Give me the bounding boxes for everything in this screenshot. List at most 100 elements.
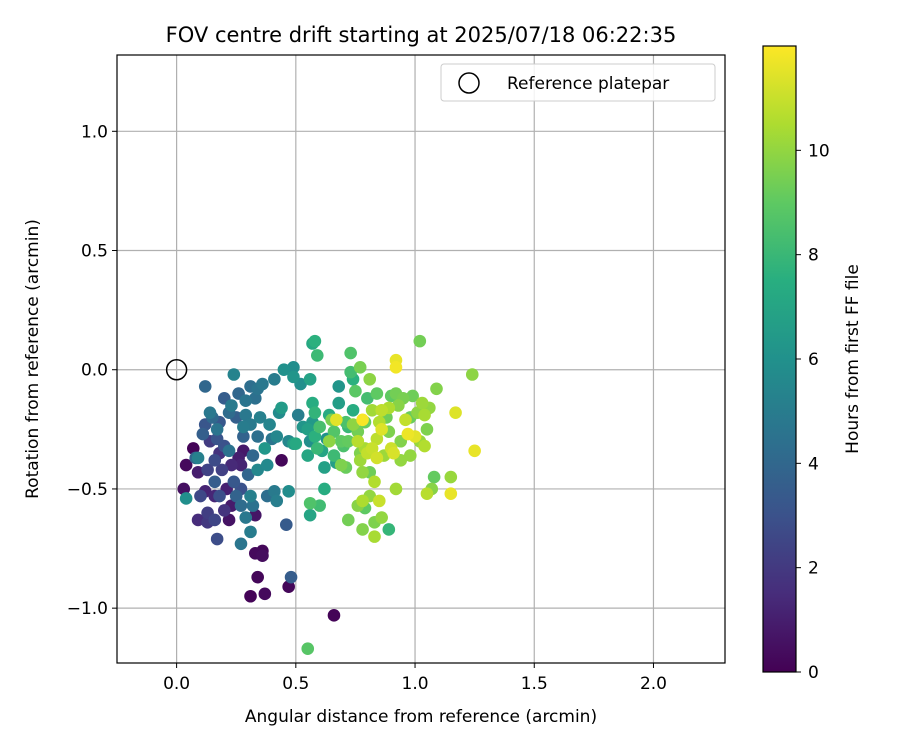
data-point <box>322 434 336 448</box>
data-point <box>177 482 191 496</box>
data-point <box>301 449 315 462</box>
data-point <box>375 403 388 417</box>
data-point <box>399 413 412 427</box>
data-point <box>225 399 238 412</box>
data-point <box>241 468 255 481</box>
data-point <box>210 432 224 446</box>
colorbar-gradient <box>762 45 797 673</box>
data-point <box>327 609 341 622</box>
grid-lines <box>117 55 725 663</box>
legend-marker-icon <box>458 72 480 94</box>
data-point <box>251 570 264 584</box>
data-point <box>303 372 317 386</box>
colorbar-tick-label: 2 <box>808 559 819 579</box>
data-point <box>179 458 193 472</box>
data-point <box>351 434 365 448</box>
data-point <box>415 396 429 410</box>
data-point <box>444 470 458 484</box>
data-point <box>186 442 200 455</box>
y-axis-label: Rotation from reference (arcmin) <box>23 219 43 499</box>
x-tick-label: 2.0 <box>640 674 667 694</box>
colorbar-ticks: 0 2 4 6 8 10 <box>796 141 830 683</box>
data-point <box>310 442 324 455</box>
data-point <box>368 530 381 543</box>
data-point <box>346 418 360 431</box>
x-axis-label: Angular distance from reference (arcmin) <box>245 707 597 727</box>
data-point <box>418 439 431 453</box>
data-point <box>318 461 331 474</box>
data-point <box>370 451 384 465</box>
data-point <box>263 418 276 431</box>
data-point <box>201 463 214 477</box>
data-point <box>279 518 293 532</box>
data-point <box>356 523 369 536</box>
data-point <box>356 465 369 479</box>
data-point <box>308 406 322 419</box>
x-tick-label: 0.0 <box>163 674 190 694</box>
data-point <box>260 458 274 472</box>
data-point <box>268 485 281 498</box>
data-point <box>363 372 377 386</box>
data-point <box>277 363 291 377</box>
data-point <box>237 430 250 443</box>
data-point <box>229 489 243 503</box>
data-point <box>420 487 434 501</box>
colorbar-tick-label: 6 <box>808 350 819 370</box>
data-point <box>222 444 236 458</box>
data-point <box>234 537 248 551</box>
axes-frame <box>116 54 726 664</box>
data-point <box>346 403 360 417</box>
data-point <box>251 463 264 477</box>
legend-box <box>440 63 716 102</box>
data-point <box>332 380 346 393</box>
data-point <box>244 489 257 503</box>
data-point <box>370 432 384 446</box>
colorbar-tick-label: 0 <box>808 663 819 683</box>
data-point <box>401 427 415 441</box>
x-tick-label: 1.5 <box>521 674 548 694</box>
data-point <box>208 513 222 527</box>
data-point <box>215 463 229 477</box>
data-point <box>291 408 305 422</box>
data-points <box>177 334 481 655</box>
data-point <box>244 589 257 603</box>
data-point <box>327 449 341 462</box>
data-point <box>282 580 295 594</box>
data-point <box>198 380 212 393</box>
data-point <box>427 470 441 484</box>
data-point <box>287 370 300 384</box>
data-point <box>382 523 396 536</box>
data-point <box>179 492 193 505</box>
data-point <box>237 420 250 434</box>
data-point <box>420 423 434 436</box>
data-point <box>210 423 224 436</box>
legend-entry-reference: Reference platepar <box>507 74 669 94</box>
data-point <box>301 642 315 655</box>
data-point <box>203 406 217 419</box>
data-point <box>468 444 481 458</box>
data-point <box>349 384 362 398</box>
data-point <box>253 411 267 424</box>
x-tick-label: 0.5 <box>282 674 309 694</box>
data-point <box>191 513 205 527</box>
data-point <box>444 487 458 501</box>
data-point <box>372 494 386 508</box>
data-point <box>196 427 210 441</box>
y-tick-label: −1.0 <box>67 599 108 619</box>
colorbar-tick-label: 4 <box>808 454 819 474</box>
data-point <box>389 482 403 496</box>
data-point <box>227 475 241 489</box>
y-tick-label: −0.5 <box>67 480 108 500</box>
data-point <box>287 361 300 374</box>
reference-marker <box>165 358 188 381</box>
data-point <box>330 413 343 427</box>
data-point <box>234 458 248 472</box>
data-point <box>392 399 405 412</box>
data-point <box>403 449 417 462</box>
data-point <box>387 446 400 460</box>
data-point <box>353 361 367 374</box>
data-point <box>341 434 355 448</box>
data-point <box>222 513 236 527</box>
data-point <box>308 430 322 443</box>
